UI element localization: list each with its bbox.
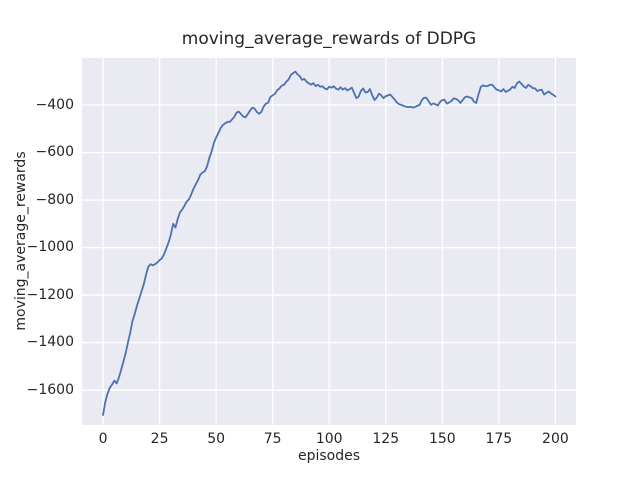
y-tick-label: −1600 <box>26 381 74 398</box>
plot-area <box>82 58 576 425</box>
x-axis-label: episodes <box>297 448 361 464</box>
y-tick-label: −1400 <box>26 334 74 351</box>
x-tick-label: 150 <box>428 431 456 447</box>
y-tick-label: −800 <box>35 191 74 208</box>
chart-title: moving_average_rewards of DDPG <box>181 29 477 49</box>
x-tick-label: 75 <box>263 431 282 447</box>
data-series-line <box>102 70 557 416</box>
x-tick-label: 50 <box>207 431 226 447</box>
x-tick-label: 175 <box>485 431 513 447</box>
x-tick-label: 25 <box>150 431 169 447</box>
reward-line-chart <box>82 58 576 425</box>
y-tick-label: −1000 <box>26 239 74 256</box>
x-tick-label: 125 <box>372 431 400 447</box>
x-tick-label: 200 <box>542 431 569 447</box>
x-tick-label: 100 <box>315 431 343 447</box>
y-tick-label: −400 <box>35 96 74 113</box>
y-tick-label: −1200 <box>26 286 74 303</box>
x-tick-label: 0 <box>98 431 108 447</box>
y-tick-label: −600 <box>35 144 74 161</box>
